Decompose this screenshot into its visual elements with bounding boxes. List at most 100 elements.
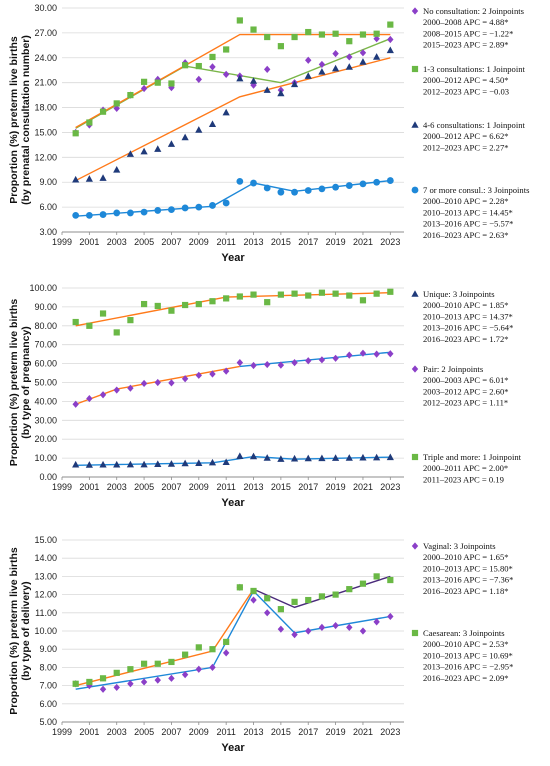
y-tick-label: 30.00 [34,415,57,425]
data-point-series-4 [291,188,298,196]
data-point-series-3 [263,86,271,93]
y-axis-subtitle: (by type of pregnancy) [20,326,32,439]
data-point-series-2 [140,78,148,85]
x-tick-label: 2017 [298,237,318,247]
data-point-series-1 [277,455,285,462]
data-point-series-4 [168,206,175,214]
data-point-series-4 [99,211,107,218]
data-point-series-2 [250,587,257,595]
legend-title: Pair: 2 Joinpoints [423,364,484,374]
legend-apc-line: 2000–2012 APC = 6.62* [423,131,509,141]
data-point-series-2 [373,30,380,37]
y-tick-label: 6.00 [39,202,57,212]
data-point-series-1 [318,623,326,631]
data-point-series-1 [304,454,312,462]
data-point-series-1 [195,75,202,83]
data-point-series-2 [86,678,93,686]
data-point-series-3 [223,295,230,302]
y-tick-label: 70.00 [34,340,57,350]
data-point-series-2 [277,361,285,369]
data-point-series-3 [154,145,162,152]
data-point-series-3 [250,291,257,298]
data-point-series-4 [236,177,244,185]
data-point-series-1 [99,685,107,693]
data-point-series-4 [181,204,189,212]
data-point-series-1 [113,683,120,692]
legend-marker [411,290,419,297]
legend-apc-line: 2000–2010 APC = 2.28* [423,196,509,206]
data-point-series-2 [127,666,134,673]
y-tick-label: 5.00 [39,717,57,727]
data-point-series-2 [168,80,175,87]
data-point-series-1 [195,459,203,467]
x-tick-label: 2019 [326,482,346,492]
legend-marker [411,7,419,15]
x-tick-label: 2001 [79,237,99,247]
x-tick-label: 2019 [326,727,346,737]
y-tick-label: 15.00 [34,127,57,137]
y-tick-label: 15.00 [34,535,57,545]
data-point-series-2 [72,400,79,408]
x-tick-label: 2003 [107,482,127,492]
data-point-series-3 [167,140,176,147]
data-point-series-2 [332,354,339,362]
data-point-series-1 [263,454,271,461]
data-point-series-1 [387,35,394,44]
data-point-series-2 [168,658,175,666]
data-point-series-1 [249,452,258,460]
data-point-series-4 [195,203,203,211]
fit-line-series-2 [75,33,391,129]
data-point-series-3 [277,89,285,97]
data-point-series-4 [113,209,121,217]
data-point-series-1 [305,627,312,635]
legend-marker [411,365,419,373]
data-point-series-1 [222,649,230,657]
legend-marker [411,629,419,637]
legend-title: 7 or more consul.: 3 Joinpoints [423,185,530,195]
data-point-series-1 [99,460,107,468]
legend-apc-line: 2010–2013 APC = 14.45* [423,207,513,217]
data-point-series-1 [209,63,216,71]
data-point-series-4 [85,212,93,219]
data-point-series-1 [113,104,120,112]
x-tick-label: 2023 [380,727,400,737]
legend-apc-line: 2000–2008 APC = 4.88* [423,17,509,27]
x-tick-label: 2001 [79,482,99,492]
data-point-series-1 [113,460,121,468]
data-point-series-1 [359,627,367,635]
y-axis-subtitle: (by prenatal consultation number) [20,35,32,205]
x-tick-label: 2005 [134,482,154,492]
data-point-series-3 [209,298,216,305]
y-axis-title: Proportion (%) preterm live births [8,36,20,204]
data-point-series-2 [346,351,353,359]
y-axis-title: Proportion (%) preterm live births [8,547,20,715]
data-point-series-4 [209,202,216,209]
legend-apc-line: 2010–2013 APC = 15.80* [423,563,513,573]
data-point-series-4 [304,187,312,194]
data-point-series-1 [318,60,326,69]
y-tick-label: 50.00 [34,378,57,388]
data-point-series-3 [113,329,120,336]
fit-line-series-3 [75,292,391,327]
x-tick-label: 2023 [380,237,400,247]
fit-line-series-1 [75,38,391,129]
legend-apc-line: 2013–2016 APC = −2.95* [423,662,513,672]
data-point-series-1 [305,56,312,64]
data-point-series-3 [236,74,244,82]
data-point-series-1 [359,49,367,57]
data-point-series-2 [277,606,284,613]
data-point-series-2 [318,593,326,600]
data-point-series-2 [99,675,107,682]
data-point-series-3 [126,150,134,157]
data-point-series-1 [236,452,244,460]
y-tick-label: 60.00 [34,359,57,369]
data-point-series-2 [387,576,394,584]
y-tick-label: 13.00 [34,571,57,581]
data-point-series-2 [373,350,380,358]
y-tick-label: 8.00 [39,662,57,672]
x-tick-label: 2007 [161,237,181,247]
data-point-series-3 [85,175,93,182]
fit-line-series-2 [75,588,255,687]
legend-apc-line: 2000–2010 APC = 2.53* [423,639,509,649]
data-point-series-2 [236,17,243,24]
